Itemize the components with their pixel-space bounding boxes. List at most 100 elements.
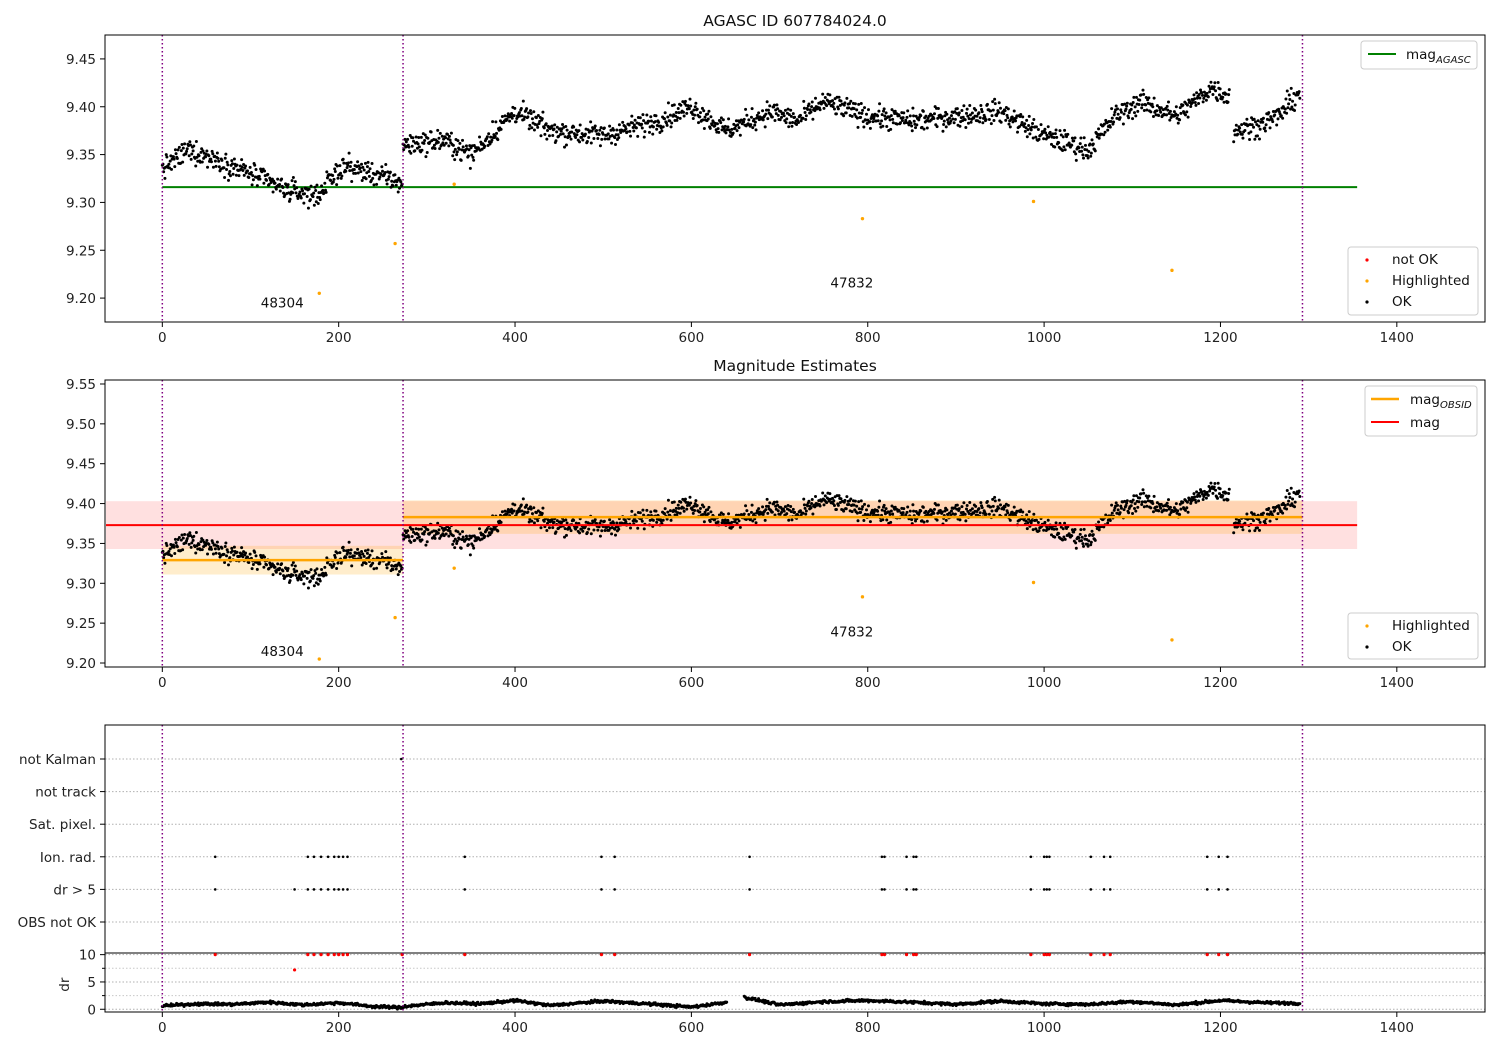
ok-point <box>521 497 525 501</box>
ok-point <box>398 186 402 190</box>
p1-y-tick-label: 9.20 <box>66 291 96 307</box>
p2-y-tick-label: 9.55 <box>66 377 96 393</box>
ok-point <box>254 168 258 172</box>
ok-point <box>863 106 867 110</box>
flag-row-label: OBS not OK <box>18 915 98 931</box>
ok-point <box>925 519 929 523</box>
ok-point <box>1049 533 1053 537</box>
ok-point <box>451 542 455 546</box>
ok-point <box>764 508 768 512</box>
ok-point <box>262 565 266 569</box>
ok-point <box>1183 113 1187 117</box>
ok-point <box>682 509 686 513</box>
ok-point <box>350 564 354 568</box>
ok-point <box>624 127 628 131</box>
ok-point <box>1142 491 1146 495</box>
ok-point <box>1125 501 1129 505</box>
ok-point <box>1234 521 1238 525</box>
ok-point <box>763 125 767 129</box>
ok-point <box>641 508 645 512</box>
ok-point <box>1258 127 1262 131</box>
ok-point <box>1025 513 1029 517</box>
ok-point <box>1019 508 1023 512</box>
ok-point <box>513 503 517 507</box>
ok-point <box>1288 495 1292 499</box>
ok-point <box>1005 113 1009 117</box>
ok-point <box>455 153 459 157</box>
ok-point <box>534 511 538 515</box>
ok-point <box>691 116 695 120</box>
ok-point <box>294 573 298 577</box>
ok-point <box>232 545 236 549</box>
ok-point <box>423 530 427 534</box>
ok-point <box>940 510 944 514</box>
p1-x-tick-label: 0 <box>158 330 167 346</box>
ok-point <box>489 527 493 531</box>
ok-point <box>581 138 585 142</box>
ok-point <box>766 108 770 112</box>
ok-point <box>552 127 556 131</box>
ok-point <box>585 531 589 535</box>
ok-point <box>654 114 658 118</box>
ok-point <box>663 507 667 511</box>
ok-point <box>1212 85 1216 89</box>
ok-point <box>246 555 250 559</box>
ok-point <box>361 165 365 169</box>
flag-point <box>905 888 908 891</box>
ok-point <box>364 177 368 181</box>
ok-point <box>910 124 914 128</box>
ok-point <box>810 501 814 505</box>
ok-point <box>951 117 955 121</box>
ok-point <box>1136 505 1140 509</box>
ok-point <box>197 154 201 158</box>
ok-point <box>948 116 952 120</box>
ok-point <box>1073 528 1077 532</box>
ok-point <box>251 178 255 182</box>
ok-point <box>859 510 863 514</box>
ok-point <box>575 133 579 137</box>
ok-point <box>546 521 550 525</box>
ok-point <box>226 163 230 167</box>
ok-point <box>1070 534 1074 538</box>
ok-point <box>855 116 859 120</box>
ok-point <box>333 555 337 559</box>
ok-point <box>737 126 741 130</box>
ok-point <box>782 114 786 118</box>
ok-point <box>721 118 725 122</box>
ok-point <box>1252 117 1256 121</box>
ok-point <box>308 579 312 583</box>
ok-point <box>789 114 793 118</box>
ok-point <box>1169 116 1173 120</box>
ok-point <box>702 520 706 524</box>
ok-point <box>645 113 649 117</box>
ok-point <box>1200 492 1204 496</box>
ok-point <box>412 139 416 143</box>
ok-point <box>214 164 218 168</box>
ok-point <box>1157 113 1161 117</box>
ok-point <box>602 519 606 523</box>
ok-point <box>803 111 807 115</box>
ok-point <box>965 111 969 115</box>
ok-point <box>763 518 767 522</box>
ok-point <box>271 190 275 194</box>
ok-point <box>676 503 680 507</box>
ok-point <box>636 134 640 138</box>
ok-point <box>688 97 692 101</box>
ok-point <box>529 111 533 115</box>
ok-point <box>568 526 572 530</box>
ok-point <box>909 121 913 125</box>
ok-point <box>912 119 916 123</box>
ok-point <box>1103 130 1107 134</box>
ok-point <box>301 572 305 576</box>
ok-point <box>751 519 755 523</box>
ok-point <box>963 512 967 516</box>
ok-point <box>853 112 857 116</box>
ok-point <box>183 532 187 536</box>
ok-point <box>1178 512 1182 516</box>
ok-point <box>1002 507 1006 511</box>
ok-point <box>1185 110 1189 114</box>
flag-point <box>399 757 403 761</box>
ok-point <box>417 136 421 140</box>
p1-x-tick-label: 400 <box>502 330 528 346</box>
ok-point <box>731 131 735 135</box>
